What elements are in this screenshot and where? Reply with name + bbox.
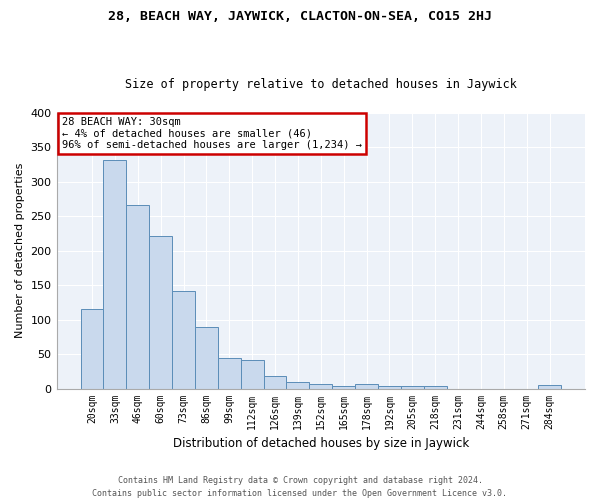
Bar [241, 360, 263, 388]
Title: Size of property relative to detached houses in Jaywick: Size of property relative to detached ho… [125, 78, 517, 91]
X-axis label: Distribution of detached houses by size in Jaywick: Distribution of detached houses by size … [173, 437, 469, 450]
Bar [263, 376, 286, 388]
Bar [127, 206, 149, 388]
Y-axis label: Number of detached properties: Number of detached properties [15, 163, 25, 338]
Bar [172, 292, 195, 388]
Text: 28 BEACH WAY: 30sqm
← 4% of detached houses are smaller (46)
96% of semi-detache: 28 BEACH WAY: 30sqm ← 4% of detached hou… [62, 117, 362, 150]
Text: Contains HM Land Registry data © Crown copyright and database right 2024.
Contai: Contains HM Land Registry data © Crown c… [92, 476, 508, 498]
Bar [424, 386, 446, 388]
Bar [103, 160, 127, 388]
Bar [286, 382, 310, 388]
Bar [355, 384, 378, 388]
Bar [195, 326, 218, 388]
Bar [310, 384, 332, 388]
Bar [80, 308, 103, 388]
Bar [149, 236, 172, 388]
Text: 28, BEACH WAY, JAYWICK, CLACTON-ON-SEA, CO15 2HJ: 28, BEACH WAY, JAYWICK, CLACTON-ON-SEA, … [108, 10, 492, 23]
Bar [538, 385, 561, 388]
Bar [378, 386, 401, 388]
Bar [401, 386, 424, 388]
Bar [218, 358, 241, 388]
Bar [332, 386, 355, 388]
